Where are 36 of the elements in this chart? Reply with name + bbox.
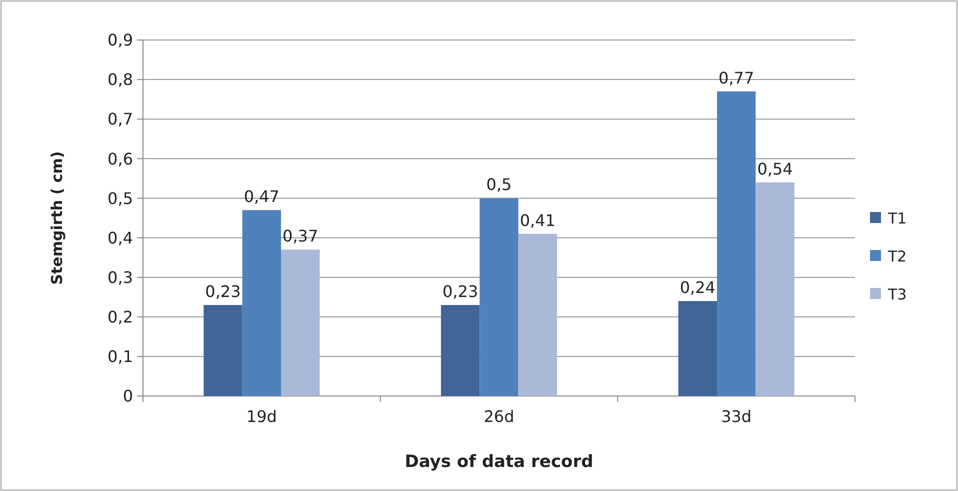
bar (756, 182, 794, 396)
legend-label: T2 (887, 247, 907, 266)
x-axis-title: Days of data record (404, 452, 594, 472)
y-tick-label: 0,6 (108, 149, 133, 168)
y-tick-label: 0,3 (108, 268, 133, 287)
bar (281, 250, 320, 396)
x-tick-label: 26d (484, 407, 514, 426)
bar (518, 234, 558, 396)
data-label: 0,77 (718, 68, 754, 88)
bar (204, 305, 242, 396)
y-axis-title: Stemgirth ( cm) (48, 151, 66, 285)
data-label: 0,47 (244, 187, 280, 206)
data-label: 0,23 (442, 282, 478, 302)
x-tick-label: 19d (246, 407, 277, 426)
legend-label: T1 (887, 209, 907, 228)
data-label: 0,41 (520, 210, 556, 230)
legend-label: T3 (887, 285, 907, 304)
y-tick-label: 0 (122, 386, 133, 406)
bar (716, 91, 756, 396)
data-label: 0,37 (282, 226, 318, 246)
y-tick-label: 0,4 (108, 228, 133, 248)
data-label: 0,24 (680, 278, 716, 298)
y-tick-label: 0,2 (108, 307, 133, 326)
bar (678, 301, 717, 396)
y-tick-label: 0,5 (108, 188, 133, 208)
x-tick-label: 33d (721, 407, 752, 426)
data-label: 0,5 (486, 175, 512, 194)
data-label: 0,23 (205, 282, 241, 302)
y-tick-label: 0,1 (108, 347, 133, 366)
y-tick-label: 0,8 (108, 70, 133, 90)
bar (440, 305, 480, 396)
bar (480, 198, 518, 396)
bar (242, 210, 282, 396)
y-tick-label: 0,9 (108, 30, 133, 50)
data-label: 0,54 (757, 159, 793, 178)
y-tick-label: 0,7 (108, 110, 133, 129)
